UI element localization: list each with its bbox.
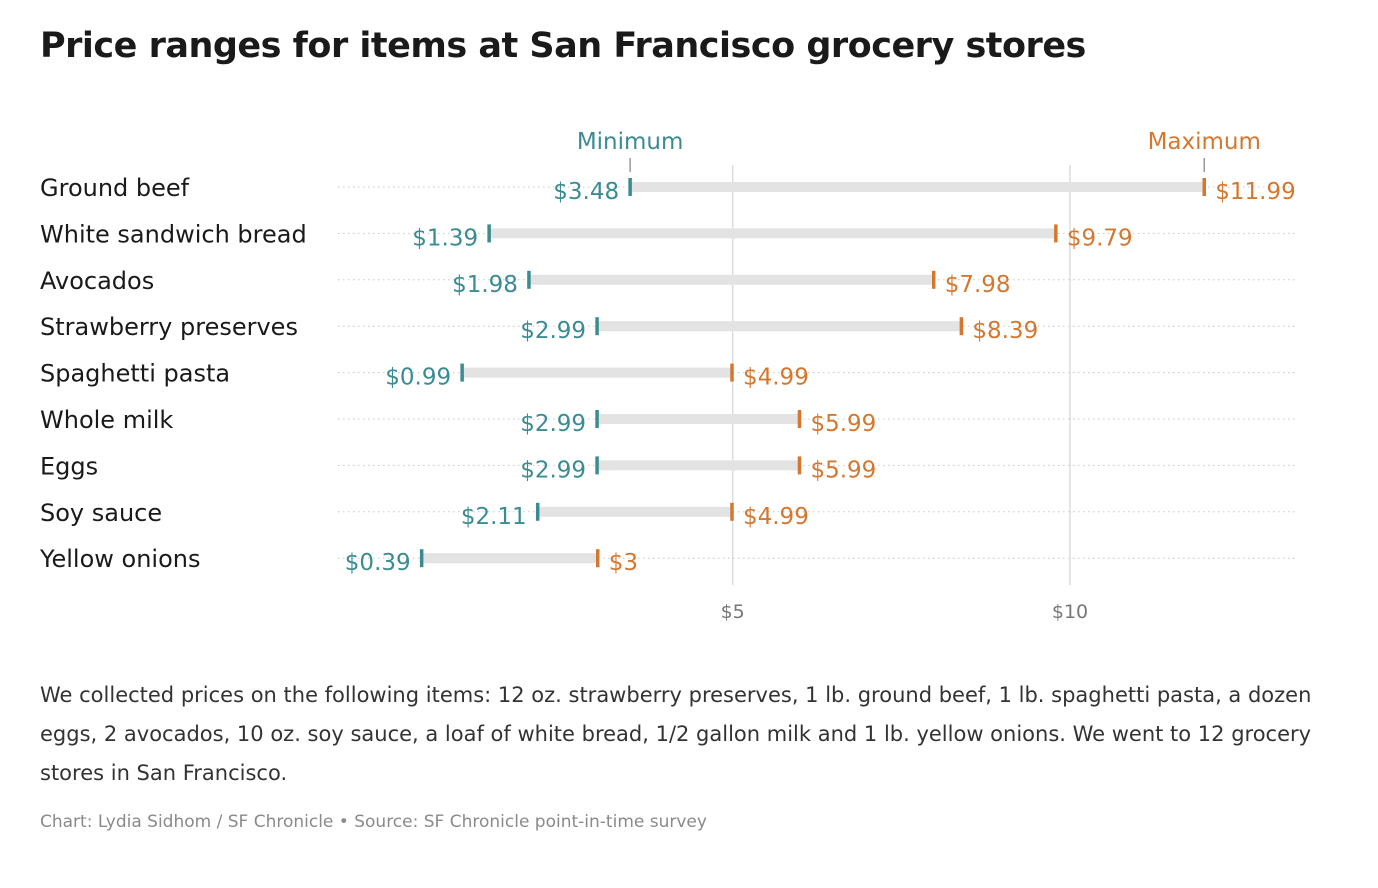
chart-row: Eggs $2.99 $5.99	[40, 452, 1296, 483]
max-value-label: $5.99	[810, 411, 876, 437]
max-value-label: $11.99	[1215, 179, 1295, 205]
category-label: Spaghetti pasta	[40, 360, 230, 388]
range-bar	[597, 414, 800, 424]
max-marker	[797, 456, 802, 475]
min-value-label: $2.99	[520, 318, 586, 344]
chart-credit: Chart: Lydia Sidhom / SF Chronicle • Sou…	[40, 812, 707, 832]
min-value-label: $1.39	[412, 225, 478, 251]
max-value-label: $9.79	[1067, 225, 1133, 251]
min-marker	[419, 549, 424, 568]
max-value-label: $5.99	[810, 457, 876, 483]
category-label: Whole milk	[40, 406, 173, 434]
min-marker	[628, 178, 632, 196]
max-marker	[931, 270, 936, 289]
legend-maximum: Maximum	[1148, 129, 1261, 155]
chart-row: Spaghetti pasta $0.99 $4.99	[40, 360, 1296, 391]
category-label: Soy sauce	[40, 499, 162, 527]
range-bar	[537, 506, 732, 517]
range-bar	[421, 553, 598, 564]
max-marker	[595, 549, 600, 568]
min-value-label: $2.99	[520, 457, 586, 483]
min-value-label: $2.11	[461, 504, 527, 530]
legend-minimum: Minimum	[577, 129, 684, 155]
max-marker	[797, 410, 802, 428]
chart-row: Ground beef $3.48 $11.99	[40, 174, 1296, 205]
min-marker	[535, 502, 540, 521]
chart-note: We collected prices on the following ite…	[40, 683, 1312, 785]
chart-row: Yellow onions $0.39 $3	[39, 545, 1296, 576]
chart-row: Soy sauce $2.11 $4.99	[40, 499, 1296, 530]
range-chart: Ground beef $3.48 $11.99 White sandwich bre…	[39, 129, 1296, 623]
min-marker	[595, 410, 599, 428]
min-value-label: $0.99	[385, 365, 451, 391]
min-value-label: $2.99	[520, 411, 586, 437]
range-bar	[489, 228, 1056, 239]
max-marker	[1202, 178, 1206, 196]
chart-row: Strawberry preserves $2.99 $8.39	[40, 313, 1296, 344]
max-marker	[1054, 224, 1058, 243]
range-bar	[630, 182, 1205, 192]
x-tick-label: $5	[721, 601, 745, 623]
min-value-label: $1.98	[452, 272, 518, 298]
category-label: Ground beef	[40, 174, 190, 202]
max-value-label: $3	[609, 550, 638, 576]
max-value-label: $4.99	[743, 504, 809, 530]
legend: Minimum Maximum	[577, 129, 1261, 172]
min-marker	[595, 456, 599, 475]
range-bar	[528, 274, 934, 285]
x-axis: $5 $10	[721, 601, 1089, 623]
chart-row: Avocados $1.98 $7.98	[40, 267, 1296, 298]
min-marker	[527, 270, 531, 289]
max-value-label: $8.39	[972, 318, 1038, 344]
chart-title: Price ranges for items at San Francisco …	[40, 26, 1086, 66]
category-label: Avocados	[40, 267, 154, 295]
category-label: White sandwich bread	[40, 220, 307, 248]
min-marker	[595, 317, 599, 336]
max-value-label: $4.99	[743, 365, 809, 391]
chart-row: White sandwich bread $1.39 $9.79	[40, 220, 1296, 251]
min-marker	[487, 224, 491, 243]
max-value-label: $7.98	[945, 272, 1011, 298]
category-label: Eggs	[40, 452, 98, 480]
min-value-label: $3.48	[553, 179, 619, 205]
max-marker	[959, 317, 964, 336]
max-marker	[730, 363, 734, 382]
range-bar	[597, 321, 962, 332]
min-marker	[460, 363, 464, 382]
category-label: Strawberry preserves	[40, 313, 298, 341]
min-value-label: $0.39	[345, 550, 411, 576]
category-label: Yellow onions	[39, 545, 200, 573]
range-bar	[597, 460, 800, 471]
chart-rows: Ground beef $3.48 $11.99 White sandwich bre…	[39, 174, 1296, 576]
chart-row: Whole milk $2.99 $5.99	[40, 406, 1296, 437]
range-bar	[462, 367, 732, 378]
max-marker	[730, 502, 734, 521]
x-tick-label: $10	[1052, 601, 1088, 623]
